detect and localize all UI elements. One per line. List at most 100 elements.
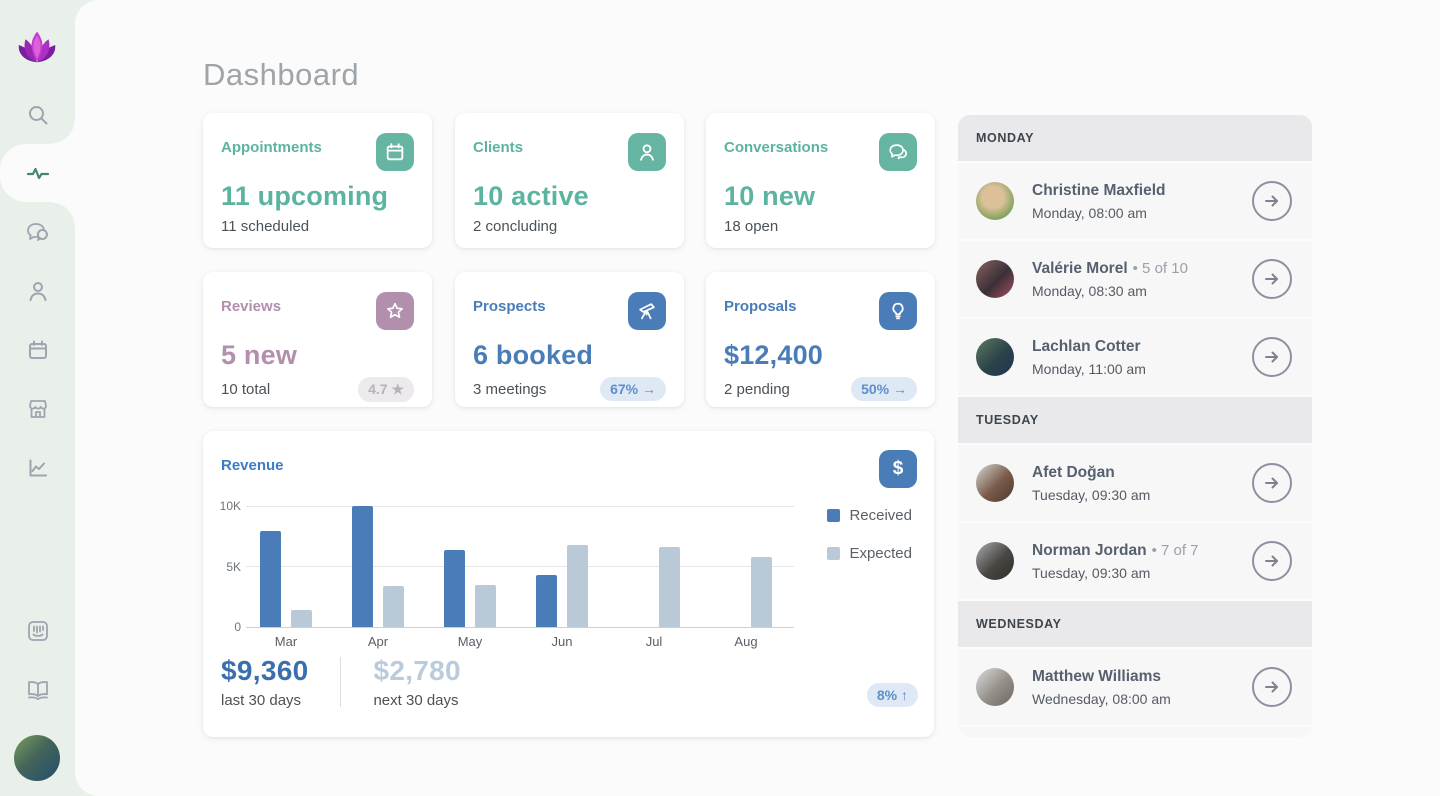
expected-bar: [291, 610, 312, 627]
card-title: Conversations: [724, 139, 829, 156]
card-value: $12,400: [724, 340, 823, 370]
library-icon[interactable]: [0, 666, 75, 714]
stat-card-prospects[interactable]: Prospects 6 booked 3 meetings 67% →: [455, 272, 684, 407]
card-value: 10 active: [473, 181, 589, 211]
day-header-monday: MONDAY: [958, 115, 1312, 161]
expected-bar: [383, 586, 404, 627]
conversion-badge[interactable]: 67% →: [600, 377, 666, 401]
card-title: Appointments: [221, 139, 322, 156]
card-subtext: 11 scheduled: [221, 218, 310, 235]
arrow-right-button[interactable]: [1252, 667, 1292, 707]
expected-swatch: [827, 547, 841, 560]
x-tick-label: Mar: [274, 634, 298, 649]
received-bar: [444, 550, 465, 627]
card-subtext: 18 open: [724, 218, 779, 235]
avatar: [976, 464, 1014, 502]
card-title: Clients: [473, 139, 524, 156]
stat-card-appointments[interactable]: Appointments 11 upcoming 11 scheduled: [203, 113, 432, 248]
bar-group-apr: Apr: [352, 506, 404, 649]
card-title: Proposals: [724, 298, 797, 315]
appointment-time: Monday, 11:00 am: [1032, 360, 1146, 377]
card-subtext: 2 concluding: [473, 218, 558, 235]
avatar: [976, 260, 1014, 298]
page-title: Dashboard: [203, 57, 360, 92]
stat-card-reviews[interactable]: Reviews 5 new 10 total 4.7 ★: [203, 272, 432, 407]
lightbulb-icon: [879, 292, 917, 330]
panel-partial-row: [958, 727, 1312, 737]
client-name: Matthew Williams: [1032, 667, 1162, 685]
kiosk-icon[interactable]: [0, 607, 75, 655]
expected-bar: [659, 547, 680, 627]
calendar-icon[interactable]: [0, 326, 75, 374]
y-tick-10k: 10K: [219, 499, 241, 513]
client-progress: • 7 of 7: [1151, 541, 1199, 559]
client-name: Lachlan Cotter: [1032, 337, 1141, 355]
received-bar: [536, 575, 557, 627]
schedule-row-valerie[interactable]: Valérie Morel • 5 of 10 Monday, 08:30 am: [958, 241, 1312, 317]
received-bar: [260, 531, 281, 627]
stat-card-clients[interactable]: Clients 10 active 2 concluding: [455, 113, 684, 248]
expected-bar: [567, 545, 588, 627]
arrow-right-button[interactable]: [1252, 463, 1292, 503]
client-name: Afet Doğan: [1032, 463, 1115, 481]
schedule-row-norman[interactable]: Norman Jordan • 7 of 7 Tuesday, 09:30 am: [958, 523, 1312, 599]
star-icon: [376, 292, 414, 330]
person-icon: [628, 133, 666, 171]
schedule-row-afet[interactable]: Afet Doğan Tuesday, 09:30 am: [958, 445, 1312, 521]
search-icon[interactable]: [0, 91, 75, 139]
appointment-time: Monday, 08:00 am: [1032, 204, 1147, 221]
x-tick-label: Jul: [645, 634, 663, 649]
avatar: [976, 338, 1014, 376]
clients-icon[interactable]: [0, 267, 75, 315]
storefront-icon[interactable]: [0, 385, 75, 433]
arrow-right-button[interactable]: [1252, 259, 1292, 299]
card-value: 11 upcoming: [221, 181, 389, 211]
stat-card-proposals[interactable]: Proposals $12,400 2 pending 50% →: [706, 272, 935, 407]
legend-expected: Expected: [827, 545, 912, 562]
user-avatar[interactable]: [14, 735, 60, 781]
x-tick-label: May: [457, 634, 483, 649]
calendar-icon: [376, 133, 414, 171]
bar-group-jul: Jul: [628, 506, 680, 649]
avatar: [976, 668, 1014, 706]
client-name: Christine Maxfield: [1032, 181, 1166, 199]
y-tick-5k: 5K: [226, 560, 241, 574]
revenue-card: Revenue $ 10K 5K 0 Mar Apr May Jun Jul Aug Re…: [203, 431, 934, 737]
conversations-icon[interactable]: [0, 208, 75, 256]
revenue-next-30-label: next 30 days: [373, 692, 459, 709]
revenue-next-30-value: $2,780: [373, 655, 461, 686]
schedule-row-matthew[interactable]: Matthew Williams Wednesday, 08:00 am: [958, 649, 1312, 725]
revenue-chart: Mar Apr May Jun Jul Aug: [246, 506, 794, 649]
y-tick-0: 0: [234, 620, 241, 634]
stat-card-conversations[interactable]: Conversations 10 new 18 open: [706, 113, 935, 248]
rating-badge: 4.7 ★: [358, 377, 414, 402]
x-tick-label: Apr: [367, 634, 389, 649]
bar-group-mar: Mar: [260, 506, 312, 649]
appointment-time: Tuesday, 09:30 am: [1032, 486, 1151, 503]
appointment-time: Wednesday, 08:00 am: [1032, 690, 1171, 707]
avatar: [976, 182, 1014, 220]
received-swatch: [827, 509, 841, 522]
arrow-right-button[interactable]: [1252, 337, 1292, 377]
revenue-title: Revenue: [221, 457, 284, 474]
reports-icon[interactable]: [0, 444, 75, 492]
received-bar: [352, 506, 373, 627]
card-title: Reviews: [221, 298, 282, 315]
card-subtext: 10 total: [221, 381, 271, 398]
card-value: 10 new: [724, 181, 816, 211]
activity-icon[interactable]: [0, 149, 75, 197]
avatar: [976, 542, 1014, 580]
sidebar: [0, 0, 75, 796]
schedule-row-lachlan[interactable]: Lachlan Cotter Monday, 11:00 am: [958, 319, 1312, 395]
arrow-right-button[interactable]: [1252, 181, 1292, 221]
arrow-right-button[interactable]: [1252, 541, 1292, 581]
conversion-badge[interactable]: 50% →: [851, 377, 917, 401]
revenue-change-badge: 8% ↑: [866, 683, 918, 707]
x-tick-label: Aug: [734, 634, 758, 649]
day-header-tuesday: TUESDAY: [958, 397, 1312, 443]
schedule-panel: MONDAY Christine Maxfield Monday, 08:00 …: [958, 115, 1312, 737]
revenue-summary: $9,360 last 30 days $2,780 next 30 days …: [221, 655, 918, 709]
schedule-row-christine[interactable]: Christine Maxfield Monday, 08:00 am: [958, 163, 1312, 239]
client-name: Valérie Morel: [1032, 259, 1128, 277]
